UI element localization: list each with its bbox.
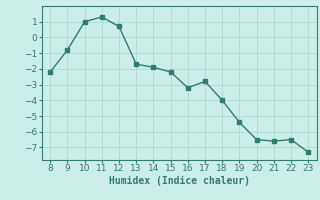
X-axis label: Humidex (Indice chaleur): Humidex (Indice chaleur) bbox=[109, 176, 250, 186]
